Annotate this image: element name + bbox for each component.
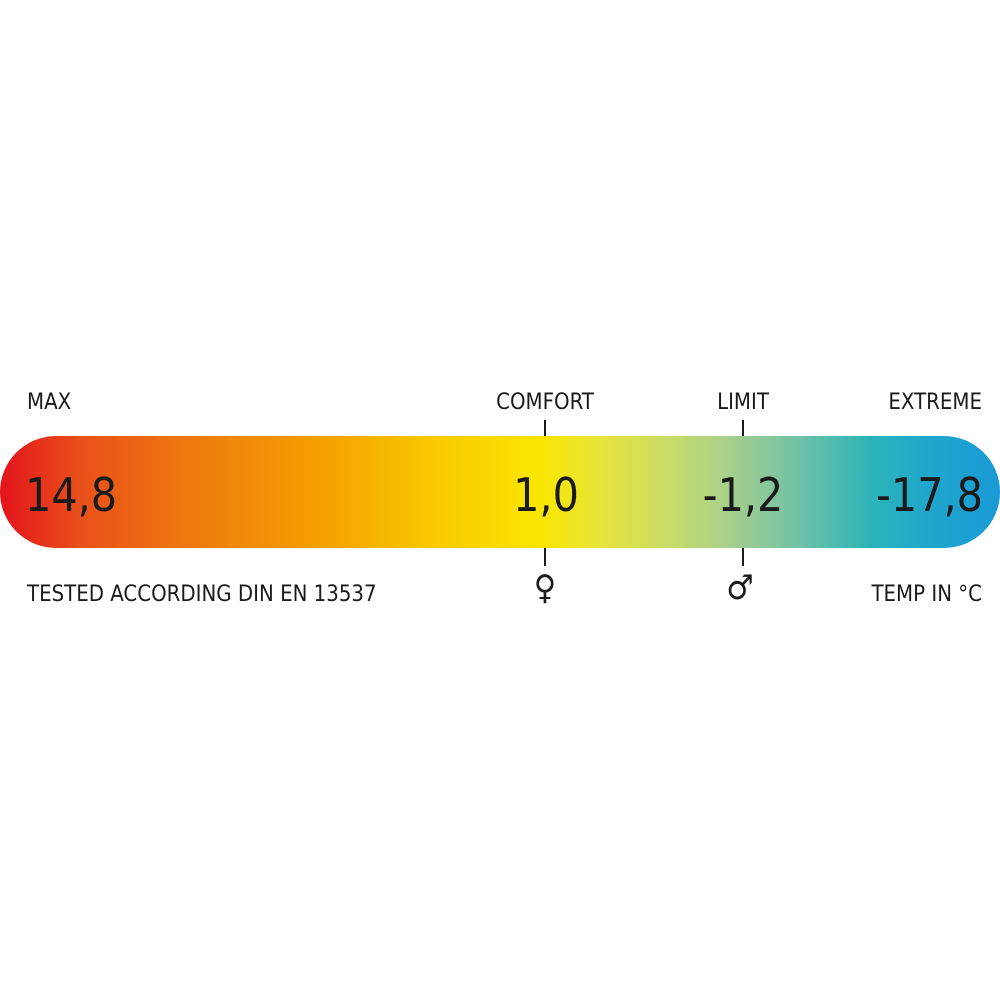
comfort-value: 1,0 [513, 468, 579, 522]
limit-label: LIMIT [717, 390, 769, 415]
extreme-value: -17,8 [875, 468, 983, 522]
unit-note: TEMP IN °C [871, 582, 982, 607]
male-symbol-icon: ♂ [726, 568, 754, 608]
comfort-label: COMFORT [496, 390, 594, 415]
comfort-tick-bottom [544, 548, 546, 566]
female-symbol-icon: ♀ [533, 568, 557, 608]
limit-value: -1,2 [702, 468, 784, 522]
comfort-tick-top [544, 420, 546, 436]
temperature-gradient-bar [0, 436, 1000, 548]
limit-tick-bottom [742, 548, 744, 566]
extreme-label: EXTREME [888, 390, 982, 415]
standard-note: TESTED ACCORDING DIN EN 13537 [27, 582, 377, 607]
limit-tick-top [742, 420, 744, 436]
max-label: MAX [27, 390, 72, 415]
max-value: 14,8 [25, 468, 118, 522]
